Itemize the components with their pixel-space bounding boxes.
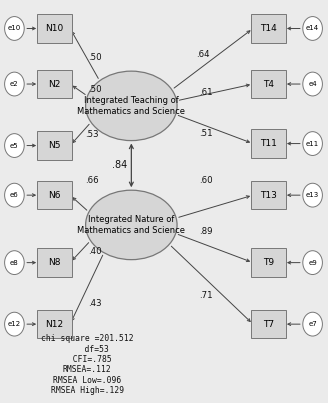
Circle shape (303, 132, 322, 156)
Text: e5: e5 (10, 143, 19, 149)
Text: T14: T14 (260, 24, 277, 33)
Text: e11: e11 (306, 141, 319, 147)
Text: .53: .53 (85, 130, 98, 139)
FancyBboxPatch shape (37, 131, 72, 160)
Text: N6: N6 (48, 191, 61, 199)
Text: T11: T11 (260, 139, 277, 148)
Text: .50: .50 (89, 85, 102, 94)
Text: e13: e13 (306, 192, 319, 198)
Text: .40: .40 (89, 247, 102, 256)
Text: e8: e8 (10, 260, 19, 266)
FancyBboxPatch shape (251, 310, 286, 339)
Text: .43: .43 (89, 299, 102, 307)
FancyBboxPatch shape (37, 248, 72, 277)
Text: N2: N2 (49, 79, 61, 89)
FancyBboxPatch shape (251, 14, 286, 43)
Circle shape (5, 72, 24, 96)
Text: e2: e2 (10, 81, 19, 87)
Text: e12: e12 (8, 321, 21, 327)
Text: .89: .89 (199, 227, 213, 236)
FancyBboxPatch shape (251, 129, 286, 158)
Text: e6: e6 (10, 192, 19, 198)
Circle shape (303, 17, 322, 40)
Ellipse shape (86, 190, 177, 260)
Text: e10: e10 (8, 25, 21, 31)
Text: .66: .66 (85, 176, 98, 185)
FancyBboxPatch shape (251, 70, 286, 98)
Text: e9: e9 (308, 260, 317, 266)
Text: N8: N8 (48, 258, 61, 267)
Circle shape (303, 251, 322, 274)
Text: T9: T9 (263, 258, 274, 267)
FancyBboxPatch shape (37, 14, 72, 43)
Circle shape (303, 183, 322, 207)
Text: .64: .64 (196, 50, 210, 59)
Circle shape (5, 251, 24, 274)
Circle shape (303, 72, 322, 96)
Text: .60: .60 (199, 176, 213, 185)
Text: e14: e14 (306, 25, 319, 31)
Text: Integrated Teaching of
Mathematics and Science: Integrated Teaching of Mathematics and S… (77, 96, 185, 116)
Text: .50: .50 (89, 52, 102, 62)
Text: .84: .84 (112, 160, 128, 170)
Text: T4: T4 (263, 79, 274, 89)
FancyBboxPatch shape (37, 181, 72, 210)
Circle shape (5, 134, 24, 158)
Text: N5: N5 (48, 141, 61, 150)
Text: e7: e7 (308, 321, 317, 327)
Text: .51: .51 (199, 129, 213, 138)
FancyBboxPatch shape (37, 310, 72, 339)
Text: .61: .61 (199, 88, 213, 97)
Circle shape (303, 312, 322, 336)
FancyBboxPatch shape (251, 181, 286, 210)
Circle shape (5, 183, 24, 207)
Text: N12: N12 (46, 320, 64, 328)
Text: .71: .71 (199, 291, 213, 300)
Text: chi square =201.512
    df=53
  CFI=.785
RMSEA=.112
RMSEA Low=.096
RMSEA High=.1: chi square =201.512 df=53 CFI=.785 RMSEA… (41, 334, 133, 395)
Text: Integrated Nature of
Mathematics and Science: Integrated Nature of Mathematics and Sci… (77, 215, 185, 235)
Text: T7: T7 (263, 320, 274, 328)
FancyBboxPatch shape (251, 248, 286, 277)
FancyBboxPatch shape (37, 70, 72, 98)
Text: e4: e4 (308, 81, 317, 87)
Text: T13: T13 (260, 191, 277, 199)
Text: N10: N10 (46, 24, 64, 33)
Circle shape (5, 312, 24, 336)
Circle shape (5, 17, 24, 40)
Ellipse shape (86, 71, 177, 141)
